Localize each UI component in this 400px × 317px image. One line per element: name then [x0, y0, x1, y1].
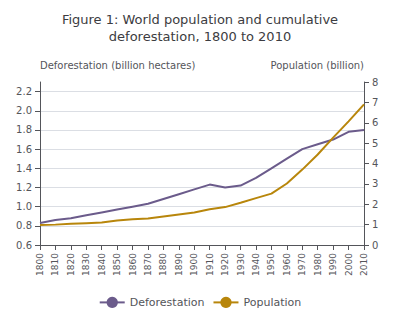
svg-text:1860: 1860 [128, 253, 138, 276]
svg-text:0.8: 0.8 [16, 220, 32, 231]
svg-text:1920: 1920 [220, 253, 230, 276]
svg-text:1810: 1810 [50, 253, 60, 276]
svg-text:1: 1 [372, 219, 378, 230]
svg-text:1.4: 1.4 [16, 163, 32, 174]
svg-text:1840: 1840 [97, 253, 107, 276]
svg-text:1940: 1940 [251, 253, 261, 276]
svg-text:Figure 1: World population and: Figure 1: World population and cumulativ… [62, 12, 338, 27]
svg-text:2010: 2010 [359, 253, 369, 276]
svg-text:1880: 1880 [158, 253, 168, 276]
svg-text:1950: 1950 [266, 253, 276, 276]
svg-text:1.6: 1.6 [16, 144, 32, 155]
svg-text:Deforestation (billion hectare: Deforestation (billion hectares) [40, 60, 195, 71]
svg-text:deforestation, 1800 to 2010: deforestation, 1800 to 2010 [109, 29, 291, 44]
svg-text:Population: Population [243, 296, 301, 309]
svg-text:1890: 1890 [174, 253, 184, 276]
svg-text:0: 0 [372, 240, 378, 251]
svg-text:7: 7 [372, 97, 378, 108]
svg-text:Population (billion): Population (billion) [271, 60, 365, 71]
svg-text:1930: 1930 [236, 253, 246, 276]
svg-text:1850: 1850 [112, 253, 122, 276]
svg-text:6: 6 [372, 117, 378, 128]
svg-text:2.0: 2.0 [16, 105, 32, 116]
svg-text:2.2: 2.2 [16, 86, 32, 97]
svg-text:1.8: 1.8 [16, 124, 32, 135]
svg-text:1820: 1820 [66, 253, 76, 276]
svg-text:5: 5 [372, 138, 378, 149]
svg-text:Deforestation: Deforestation [130, 296, 205, 309]
svg-text:1910: 1910 [205, 253, 215, 276]
svg-text:4: 4 [372, 158, 378, 169]
svg-text:8: 8 [372, 77, 378, 88]
svg-text:1900: 1900 [189, 253, 199, 276]
svg-text:1990: 1990 [328, 253, 338, 276]
svg-text:3: 3 [372, 178, 378, 189]
svg-text:1870: 1870 [143, 253, 153, 276]
svg-text:1830: 1830 [81, 253, 91, 276]
svg-text:1980: 1980 [313, 253, 323, 276]
svg-text:2000: 2000 [344, 253, 354, 276]
svg-text:2: 2 [372, 199, 378, 210]
svg-text:1960: 1960 [282, 253, 292, 276]
svg-text:1.2: 1.2 [16, 182, 32, 193]
svg-text:1970: 1970 [297, 253, 307, 276]
svg-text:1800: 1800 [35, 253, 45, 276]
svg-text:1.0: 1.0 [16, 201, 32, 212]
svg-text:0.6: 0.6 [16, 240, 32, 251]
